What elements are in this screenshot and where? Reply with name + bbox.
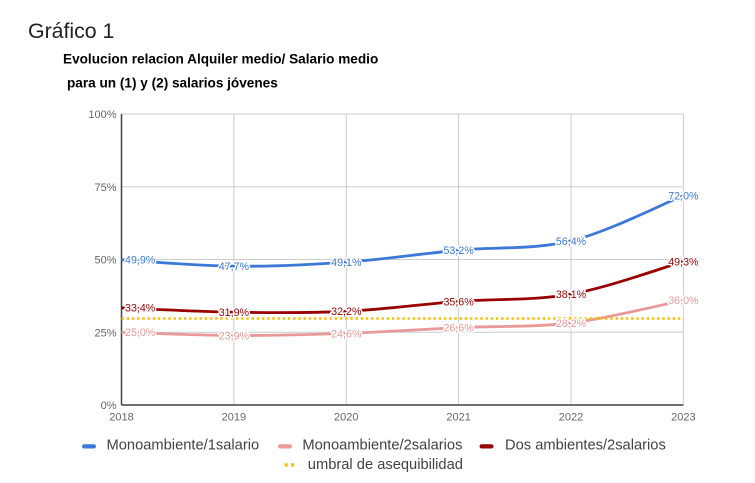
svg-text:2018: 2018 [109,412,133,424]
svg-text:100%: 100% [88,109,116,121]
svg-text:25%: 25% [94,327,116,339]
svg-text:26,6%: 26,6% [443,323,474,335]
svg-text:72,0%: 72,0% [668,190,699,202]
svg-text:24,6%: 24,6% [331,328,362,340]
svg-text:56,4%: 56,4% [556,236,587,248]
svg-text:28,2%: 28,2% [556,318,587,330]
svg-text:47,7%: 47,7% [219,261,250,273]
svg-text:Evolucion relacion Alquiler me: Evolucion relacion Alquiler medio/ Salar… [63,52,378,67]
svg-text:umbral de asequibilidad: umbral de asequibilidad [308,457,463,473]
svg-text:49,1%: 49,1% [331,257,362,269]
svg-text:2019: 2019 [222,412,246,424]
svg-text:36,0%: 36,0% [668,295,699,307]
svg-text:23,9%: 23,9% [219,330,250,342]
svg-text:31,9%: 31,9% [219,307,250,319]
svg-text:32,2%: 32,2% [331,306,362,318]
svg-text:33,4%: 33,4% [125,303,156,315]
svg-text:Monoambiente/1salario: Monoambiente/1salario [107,438,260,454]
svg-text:0%: 0% [101,400,117,412]
svg-text:53,2%: 53,2% [443,245,474,257]
svg-text:49,9%: 49,9% [125,255,156,267]
svg-text:2020: 2020 [334,412,358,424]
svg-text:2022: 2022 [559,412,583,424]
svg-text:para un (1) y (2) salarios jóv: para un (1) y (2) salarios jóvenes [67,75,278,90]
svg-text:50%: 50% [94,255,116,267]
svg-text:35,6%: 35,6% [443,296,474,308]
svg-text:75%: 75% [94,182,116,194]
svg-text:49,3%: 49,3% [668,256,699,268]
svg-text:Gráfico 1: Gráfico 1 [28,19,114,43]
svg-text:2023: 2023 [671,412,695,424]
svg-text:2021: 2021 [446,412,470,424]
svg-text:Monoambiente/2salarios: Monoambiente/2salarios [302,438,462,454]
svg-text:Dos ambientes/2salarios: Dos ambientes/2salarios [505,438,666,454]
svg-text:25,0%: 25,0% [125,327,156,339]
svg-text:38,1%: 38,1% [556,289,587,301]
